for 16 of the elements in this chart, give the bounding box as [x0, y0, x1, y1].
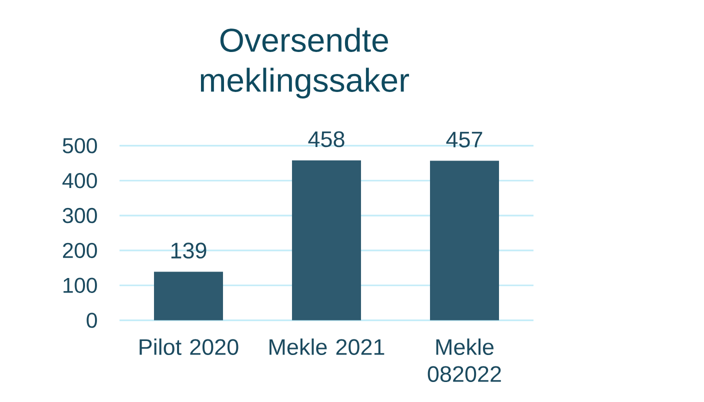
bar — [430, 160, 500, 320]
data-label: 458 — [308, 131, 344, 148]
bar — [154, 272, 223, 320]
bar — [292, 160, 361, 320]
y-tick-label: 400 — [62, 173, 97, 188]
y-tick-label: 0 — [86, 312, 97, 328]
x-tick-label: Mekle 082022 — [428, 338, 501, 382]
data-label: 457 — [446, 132, 482, 148]
y-tick-label: 200 — [63, 242, 97, 258]
x-tick-label: Pilot 2020 — [140, 338, 238, 356]
x-tick-label: Mekle 2021 — [270, 338, 384, 356]
y-tick-label: 100 — [64, 278, 97, 293]
chart-title: Oversendte meklingssaker — [200, 28, 410, 99]
y-tick-label: 300 — [62, 208, 97, 224]
y-tick-label: 500 — [62, 138, 97, 154]
data-label: 139 — [171, 242, 206, 259]
